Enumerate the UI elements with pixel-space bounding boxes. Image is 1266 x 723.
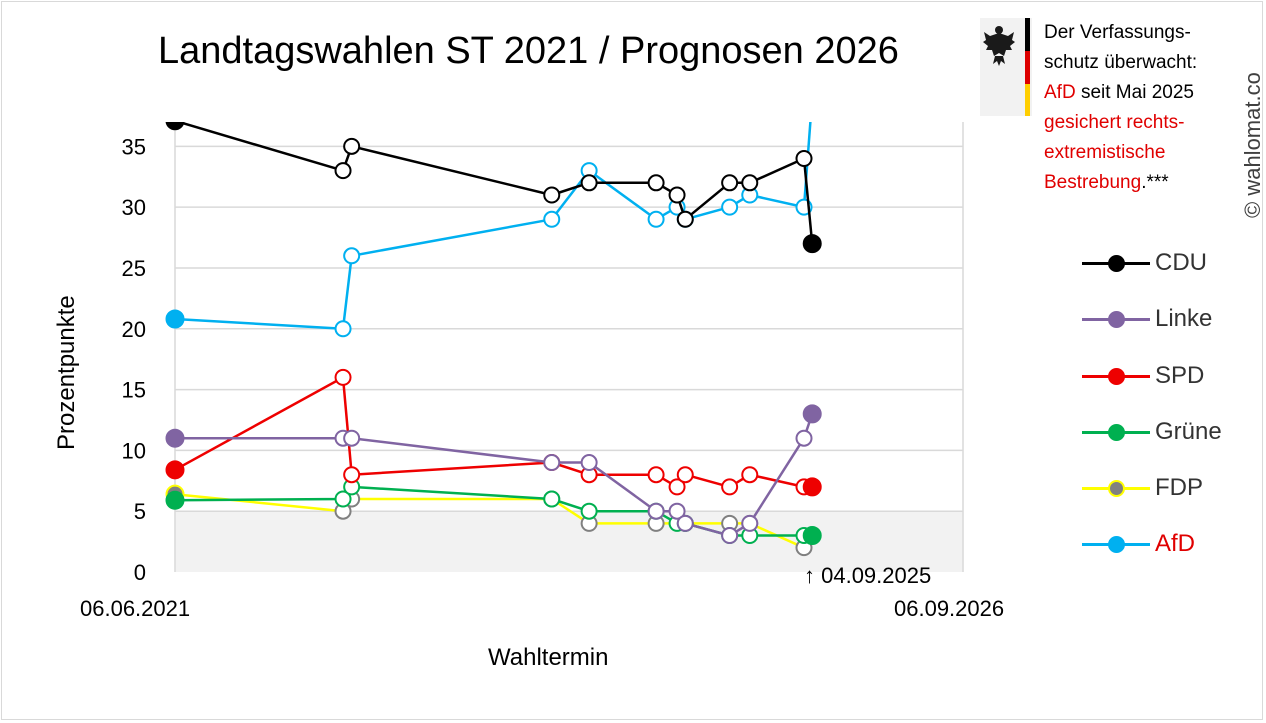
x-axis-label: Wahltermin — [488, 644, 609, 671]
gruene-poll-point-2 — [543, 490, 561, 508]
y-tick-20: 20 — [122, 317, 146, 342]
y-tick-15: 15 — [122, 378, 146, 403]
cdu-poll-point-7 — [721, 174, 739, 192]
y-axis-label: Prozentpunkte — [53, 295, 80, 450]
shaded-band — [175, 511, 963, 572]
spd-poll-point-5 — [668, 478, 686, 496]
spd-poll-point-7 — [721, 478, 739, 496]
notice-line-6: Bestrebung.*** — [1044, 168, 1229, 198]
y-tick-30: 30 — [122, 195, 146, 220]
cdu-poll-point-8 — [741, 174, 759, 192]
flag-stripe-black — [1025, 18, 1030, 51]
linke-poll-point-1 — [343, 429, 361, 447]
legend-label-fdp: FDP — [1155, 474, 1203, 502]
legend-label-afd: AfD — [1155, 530, 1196, 558]
legend-marker-afd — [1108, 536, 1125, 554]
series-layer — [165, 89, 822, 557]
spd-latest-point — [802, 477, 822, 497]
gruene-latest-point — [802, 526, 822, 546]
afd-poll-point-7 — [721, 198, 739, 216]
notice-line-5: extremistische — [1044, 142, 1166, 163]
cdu-line — [174, 122, 814, 244]
linke-poll-point-3 — [580, 454, 598, 472]
legend-marker-spd — [1108, 367, 1125, 385]
linke-poll-point-8 — [741, 514, 759, 532]
gruene-election-point — [165, 490, 185, 510]
flag-stripe-red — [1025, 51, 1030, 84]
notice-line-3-rest: seit Mai 2025 — [1075, 82, 1194, 103]
legend-marker-gruene — [1108, 423, 1125, 441]
gruene-poll-point-0 — [334, 490, 352, 508]
notice-line-4: gesichert rechts- — [1044, 112, 1185, 133]
cdu-poll-point-1 — [343, 137, 361, 155]
cdu-poll-point-6 — [676, 210, 694, 228]
y-tick-5: 5 — [134, 499, 146, 524]
spd-poll-point-4 — [647, 466, 665, 484]
flag-stripe-gold — [1025, 84, 1030, 116]
notice-line-6-suffix: .*** — [1141, 172, 1169, 193]
notice-line-2: schutz überwacht: — [1044, 52, 1198, 73]
linke-poll-point-5 — [668, 502, 686, 520]
legend-marker-fdp — [1108, 480, 1125, 498]
cdu-poll-point-4 — [647, 174, 665, 192]
cdu-election-point — [165, 122, 185, 131]
linke-poll-point-6 — [676, 514, 694, 532]
spd-election-point — [165, 460, 185, 480]
chart-title: Landtagswahlen ST 2021 / Prognosen 2026 — [158, 30, 899, 72]
y-tick-25: 25 — [122, 256, 146, 281]
spd-poll-point-8 — [741, 466, 759, 484]
linke-poll-point-9 — [795, 429, 813, 447]
eagle-icon — [983, 26, 1015, 66]
linke-latest-point — [802, 404, 822, 424]
legend-label-linke: Linke — [1155, 305, 1213, 333]
afd-latest-point — [804, 89, 821, 106]
spd-poll-point-0 — [334, 368, 352, 386]
afd-poll-point-4 — [647, 210, 665, 228]
grid-layer: 0 5 10 15 20 25 30 35 — [122, 122, 964, 585]
linke-poll-point-4 — [647, 502, 665, 520]
linke-election-point — [165, 428, 185, 448]
notice-line-3: AfD seit Mai 2025 — [1044, 78, 1229, 108]
afd-poll-point-2 — [543, 210, 561, 228]
cdu-poll-point-2 — [543, 186, 561, 204]
legend-marker-linke — [1108, 311, 1125, 329]
notice-line-1: Der Verfassungs- — [1044, 22, 1191, 43]
spd-line — [174, 376, 813, 489]
federal-eagle-emblem — [980, 18, 1032, 116]
y-tick-10: 10 — [122, 438, 146, 463]
afd-line — [174, 122, 812, 331]
cdu-poll-point-3 — [580, 174, 598, 192]
afd-poll-point-1 — [343, 247, 361, 265]
notice-line-6-text: Bestrebung — [1044, 172, 1142, 193]
afd-poll-point-0 — [334, 320, 352, 338]
linke-poll-point-7 — [721, 527, 739, 545]
x-tick-end: 06.09.2026 — [894, 596, 1005, 621]
legend-marker-cdu — [1108, 255, 1125, 272]
linke-poll-point-2 — [543, 454, 561, 472]
y-tick-35: 35 — [122, 134, 146, 159]
spd-poll-point-6 — [676, 466, 694, 484]
cdu-poll-point-9 — [795, 149, 813, 167]
legend-label-gruene: Grüne — [1155, 417, 1222, 445]
notice-afd: AfD — [1044, 82, 1076, 103]
cdu-poll-point-5 — [668, 186, 686, 204]
latest-date-annotation: ↑ 04.09.2025 — [804, 563, 932, 588]
cdu-poll-point-0 — [334, 162, 352, 180]
cdu-latest-point — [802, 234, 822, 254]
x-tick-start: 06.06.2021 — [80, 596, 191, 621]
legend-label-spd: SPD — [1155, 361, 1205, 389]
y-tick-0: 0 — [134, 560, 146, 585]
legend-label-cdu: CDU — [1155, 249, 1207, 276]
surveillance-notice: Der Verfassungs- schutz überwacht: AfD s… — [1044, 18, 1229, 198]
gruene-poll-point-3 — [580, 502, 598, 520]
afd-election-point — [165, 309, 185, 329]
spd-poll-point-1 — [343, 466, 361, 484]
